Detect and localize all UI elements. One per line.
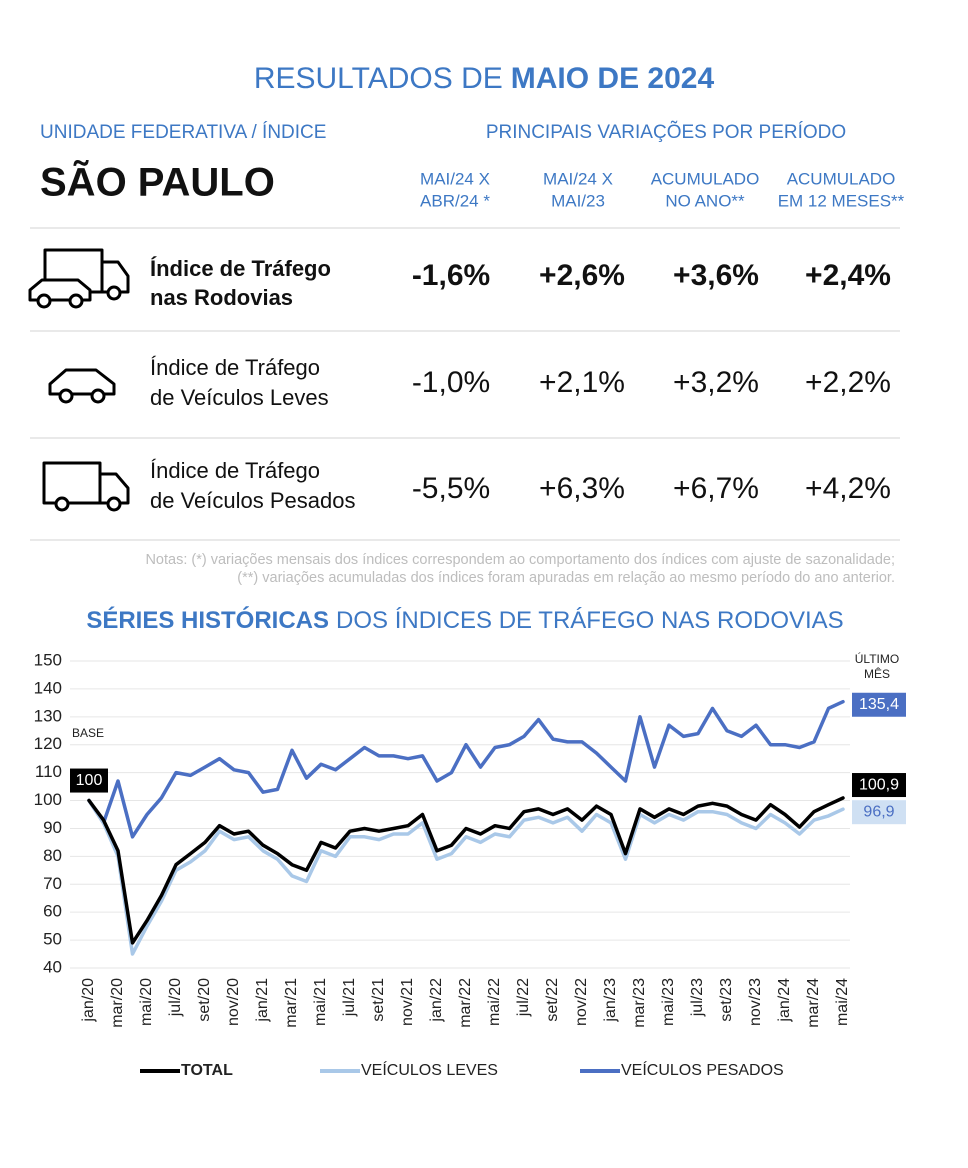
end-label: 100,9 <box>859 776 899 793</box>
legend-label: VEÍCULOS LEVES <box>361 1060 498 1079</box>
x-tick-label: nov/22 <box>573 978 590 1026</box>
last-month-annotation: MÊS <box>864 666 890 681</box>
x-tick-label: nov/20 <box>225 978 242 1026</box>
truck-icon <box>42 461 130 512</box>
x-tick-label: mai/20 <box>138 978 155 1026</box>
end-label: 135,4 <box>859 696 899 713</box>
row-value: -1,6% <box>412 259 490 292</box>
column-header: MAI/23 <box>551 191 605 210</box>
x-tick-label: jul/20 <box>167 978 184 1017</box>
x-tick-label: mai/21 <box>312 978 329 1026</box>
x-tick-label: set/22 <box>544 978 561 1022</box>
y-tick-label: 140 <box>34 678 62 697</box>
row-label: de Veículos Leves <box>150 385 329 410</box>
x-tick-label: jan/22 <box>428 978 445 1023</box>
legend-label: VEÍCULOS PESADOS <box>621 1060 784 1079</box>
car-icon <box>48 368 116 404</box>
state-name: SÃO PAULO <box>40 159 275 205</box>
x-tick-label: nov/21 <box>399 978 416 1026</box>
x-tick-label: mar/22 <box>457 978 474 1028</box>
series-line <box>87 699 845 839</box>
base-annotation: BASE <box>72 726 104 740</box>
y-tick-label: 150 <box>34 650 62 669</box>
series-line <box>87 798 845 956</box>
unit-label: UNIDADE FEDERATIVA / ÍNDICE <box>40 122 326 143</box>
x-tick-label: mai/23 <box>660 978 677 1026</box>
x-tick-label: jul/23 <box>689 978 706 1017</box>
x-tick-label: jan/21 <box>254 978 271 1023</box>
row-label: de Veículos Pesados <box>150 488 355 513</box>
row-label: Índice de Tráfego <box>150 355 320 380</box>
x-tick-label: jan/20 <box>80 978 97 1023</box>
end-label: 96,9 <box>863 803 894 820</box>
row-value: +2,6% <box>539 259 625 292</box>
x-tick-label: mar/23 <box>631 978 648 1028</box>
legend-label: TOTAL <box>181 1062 233 1079</box>
last-month-annotation: ÚLTIMO <box>855 651 899 666</box>
row-value: +6,3% <box>539 472 625 505</box>
chart-title: SÉRIES HISTÓRICAS DOS ÍNDICES DE TRÁFEGO … <box>86 606 843 634</box>
x-tick-label: set/23 <box>718 978 735 1022</box>
y-tick-label: 50 <box>43 930 62 949</box>
note: Notas: (*) variações mensais dos índices… <box>145 552 895 568</box>
title-bold: MAIO DE 2024 <box>511 62 715 95</box>
truck-car-icon <box>28 248 130 309</box>
y-tick-label: 120 <box>34 734 62 753</box>
note: (**) variações acumuladas dos índices fo… <box>237 570 895 586</box>
y-tick-label: 70 <box>43 874 62 893</box>
row-value: -5,5% <box>412 472 490 505</box>
title-part: RESULTADOS DE <box>254 62 503 95</box>
y-tick-label: 40 <box>43 957 62 976</box>
column-header: ACUMULADO <box>651 169 760 188</box>
row-value: -1,0% <box>412 366 490 399</box>
x-tick-label: mar/21 <box>283 978 300 1028</box>
row-value: +3,2% <box>673 366 759 399</box>
x-tick-label: mar/24 <box>805 978 822 1028</box>
x-tick-label: set/21 <box>370 978 387 1022</box>
y-tick-label: 110 <box>35 762 62 781</box>
row-label: nas Rodovias <box>150 285 293 310</box>
y-tick-label: 130 <box>34 706 62 725</box>
end-label-box <box>852 773 906 798</box>
row-label: Índice de Tráfego <box>150 256 331 281</box>
x-tick-label: set/20 <box>196 978 213 1022</box>
row-value: +3,6% <box>673 259 759 292</box>
column-header: ABR/24 * <box>420 191 490 210</box>
variations-label: PRINCIPAIS VARIAÇÕES POR PERÍODO <box>486 121 846 143</box>
column-header: MAI/24 X <box>543 169 613 188</box>
page-title: RESULTADOS DE MAIO DE 2024 <box>254 62 715 95</box>
row-value: +2,4% <box>805 259 891 292</box>
x-tick-label: mai/22 <box>486 978 503 1026</box>
x-tick-label: mar/20 <box>109 978 126 1028</box>
column-header: EM 12 MESES** <box>778 191 905 210</box>
base-label: 100 <box>76 772 103 789</box>
x-tick-label: jul/22 <box>515 978 532 1017</box>
end-label-box <box>852 692 906 717</box>
x-tick-label: jul/21 <box>341 978 358 1017</box>
y-tick-label: 100 <box>34 790 62 809</box>
row-value: +2,2% <box>805 366 891 399</box>
x-tick-label: jan/24 <box>776 978 793 1023</box>
row-value: +6,7% <box>673 472 759 505</box>
chart-title-bold: SÉRIES HISTÓRICAS <box>86 606 329 634</box>
base-label-box <box>70 768 108 793</box>
column-header: ACUMULADO <box>787 169 896 188</box>
row-value: +4,2% <box>805 472 891 505</box>
x-tick-label: jan/23 <box>602 978 619 1023</box>
column-header: MAI/24 X <box>420 169 490 188</box>
end-label-box <box>852 800 906 825</box>
x-tick-label: mai/24 <box>834 978 851 1026</box>
row-value: +2,1% <box>539 366 625 399</box>
column-headers: MAI/24 X ABR/24 * MAI/24 X MAI/23 ACUMUL… <box>420 169 905 210</box>
column-header: NO ANO** <box>665 191 745 210</box>
y-tick-label: 80 <box>43 846 62 865</box>
y-tick-label: 90 <box>43 818 62 837</box>
x-tick-label: nov/23 <box>747 978 764 1026</box>
chart-title-part: DOS ÍNDICES DE TRÁFEGO NAS RODOVIAS <box>336 607 844 634</box>
series-line <box>87 796 845 945</box>
y-tick-label: 60 <box>43 902 62 921</box>
row-label: Índice de Tráfego <box>150 458 320 483</box>
